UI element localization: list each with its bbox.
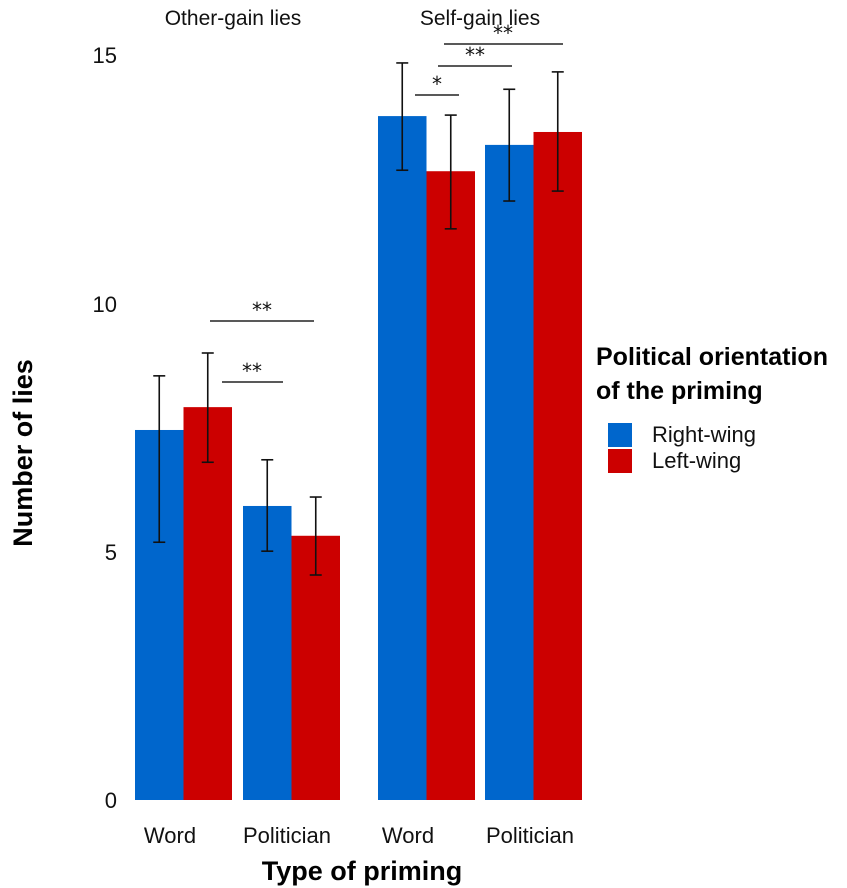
sig-star-self-low: * [432, 72, 442, 96]
y-tick-15: 15 [93, 43, 117, 68]
y-tick-0: 0 [105, 788, 117, 813]
legend-swatch-left-wing [608, 449, 632, 473]
bar-other-gain-politician-left-wing [291, 535, 340, 800]
error-bars-layer [153, 62, 564, 576]
sig-star-other-low: ** [242, 359, 262, 383]
bar-self-gain-politician-left-wing [533, 131, 582, 800]
facet-label-other-gain: Other-gain lies [165, 7, 302, 30]
legend-label-left-wing: Left-wing [652, 448, 742, 473]
x-tick-other-politician: Politician [243, 823, 331, 848]
error-bar [309, 496, 322, 576]
legend-title: Political orientation of the priming [596, 343, 828, 405]
error-bar [153, 375, 166, 544]
x-axis-title: Type of priming [262, 856, 463, 886]
sig-star-self-mid: ** [465, 43, 485, 67]
x-tick-other-word: Word [144, 823, 196, 848]
error-bar [396, 62, 409, 172]
sig-star-other-top: ** [252, 298, 272, 322]
legend-item-left-wing: Left-wing [596, 448, 828, 474]
error-bar [261, 458, 274, 552]
bar-other-gain-word-left-wing [183, 407, 232, 800]
legend-item-right-wing: Right-wing [596, 422, 828, 448]
bar-other-gain-politician-right-wing [243, 505, 292, 800]
error-bar [444, 114, 457, 230]
error-bar [201, 352, 214, 464]
error-bar [503, 88, 516, 202]
bar-self-gain-word-left-wing [426, 171, 475, 801]
legend: Political orientation of the priming Rig… [596, 340, 828, 474]
bar-self-gain-word-right-wing [378, 116, 427, 801]
x-tick-self-word: Word [382, 823, 434, 848]
bars-layer [135, 116, 582, 801]
legend-swatch-right-wing [608, 423, 632, 447]
sig-star-self-top: ** [493, 21, 513, 45]
x-tick-self-politician: Politician [486, 823, 574, 848]
legend-label-right-wing: Right-wing [652, 422, 756, 447]
significance-brackets [210, 43, 563, 383]
bar-self-gain-politician-right-wing [485, 144, 534, 800]
y-axis-title: Number of lies [8, 359, 38, 547]
error-bar [551, 71, 564, 192]
y-tick-5: 5 [105, 540, 117, 565]
facet-label-self-gain: Self-gain lies [420, 7, 540, 30]
y-tick-10: 10 [93, 292, 117, 317]
